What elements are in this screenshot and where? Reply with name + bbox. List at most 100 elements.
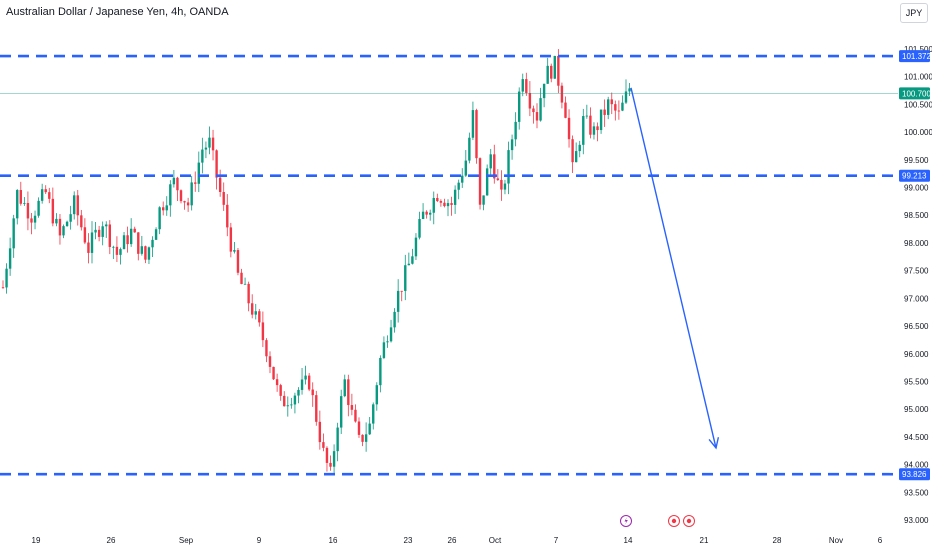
candle-body <box>169 184 172 206</box>
candle-body <box>304 375 307 380</box>
candle-body <box>343 379 346 397</box>
candle-body <box>30 218 33 223</box>
candle-body <box>222 192 225 205</box>
candle-body <box>154 229 158 240</box>
candle-body <box>229 227 233 252</box>
candle-body <box>325 447 329 463</box>
candle-body <box>510 139 514 151</box>
price-tick-label: 95.500 <box>904 377 929 386</box>
candle-body <box>297 389 300 396</box>
candle-body <box>147 247 151 260</box>
candle-body <box>603 109 606 115</box>
candle-body <box>336 427 339 452</box>
candle-body <box>578 144 581 152</box>
candle-body <box>432 197 435 213</box>
price-tags: 101.372 99.213 93.826 100.700 <box>899 50 931 481</box>
time-tick-label: Nov <box>829 536 843 545</box>
candle-body <box>404 265 407 291</box>
candle-body <box>94 229 97 233</box>
candle-body <box>528 92 532 109</box>
candle-body <box>87 242 90 253</box>
time-tick-label: Sep <box>179 536 194 545</box>
candle-body <box>258 311 261 323</box>
projection-arrow[interactable] <box>630 87 720 450</box>
candle-body <box>5 268 8 288</box>
candle-body <box>23 202 26 204</box>
candle-body <box>396 290 400 312</box>
candle-body <box>332 451 336 467</box>
candle-body <box>137 232 140 254</box>
candle-body <box>275 379 279 386</box>
candle-body <box>443 202 446 207</box>
candle-body <box>453 189 457 205</box>
candle-body <box>489 154 492 169</box>
candle-body <box>172 177 176 185</box>
candle-body <box>418 218 421 238</box>
candle-body <box>201 149 204 163</box>
candle-body <box>340 396 343 428</box>
candle-body <box>76 195 79 216</box>
candle-body <box>279 385 282 396</box>
candle-body <box>240 272 243 284</box>
candle-body <box>478 158 482 205</box>
candle-body <box>197 162 200 184</box>
candle-body <box>560 85 564 103</box>
candle-body <box>525 79 528 93</box>
candle-body <box>589 115 592 135</box>
candle-body <box>115 246 119 255</box>
candle-body <box>393 311 396 328</box>
candle-body <box>162 207 165 211</box>
candle-body <box>496 178 500 180</box>
candle-body <box>19 190 22 204</box>
candle-body <box>101 226 104 237</box>
currency-selector[interactable]: JPY <box>900 3 928 23</box>
price-tick-label: 99.500 <box>904 156 929 165</box>
lightning-icon[interactable] <box>620 515 632 527</box>
candle-body <box>542 83 546 99</box>
candle-body <box>190 182 193 206</box>
time-tick-label: 21 <box>700 536 709 545</box>
time-tick-label: 7 <box>554 536 559 545</box>
candle-body <box>236 250 240 273</box>
candle-body <box>158 207 161 230</box>
time-tick-label: 28 <box>773 536 782 545</box>
candle-body <box>539 98 542 121</box>
candle-body <box>582 116 585 145</box>
candle-body <box>585 115 589 117</box>
price-tick-label: 99.000 <box>904 184 929 193</box>
candle-body <box>133 228 136 233</box>
candle-body <box>286 405 289 407</box>
candle-body <box>518 91 521 122</box>
price-tick-label: 93.000 <box>904 516 929 525</box>
candle-body <box>599 109 603 131</box>
price-tick-label: 98.000 <box>904 239 929 248</box>
candle-body <box>307 375 311 390</box>
candle-body <box>574 151 578 163</box>
candle-body <box>151 239 154 248</box>
candle-body <box>425 211 428 215</box>
candle-body <box>129 228 133 245</box>
price-tick-label: 96.000 <box>904 350 929 359</box>
candle-body <box>186 202 190 206</box>
candle-body <box>208 137 211 148</box>
candle-body <box>55 218 58 224</box>
candle-body <box>51 198 55 224</box>
candle-body <box>621 102 624 111</box>
candle-body <box>553 55 556 79</box>
candle-body <box>215 150 218 178</box>
candle-body <box>80 215 83 228</box>
candle-body <box>140 246 144 254</box>
candle-body <box>144 246 147 260</box>
flag-icon[interactable] <box>668 515 680 527</box>
time-tick-label: 14 <box>624 536 633 545</box>
flag-icon[interactable] <box>683 515 695 527</box>
candle-body <box>617 110 621 112</box>
candle-body <box>69 214 72 222</box>
candle-body <box>500 179 503 190</box>
candle-body <box>12 218 15 249</box>
candle-body <box>37 200 40 216</box>
candle-body <box>290 404 293 406</box>
candle-body <box>26 202 30 219</box>
candle-body <box>322 442 325 448</box>
